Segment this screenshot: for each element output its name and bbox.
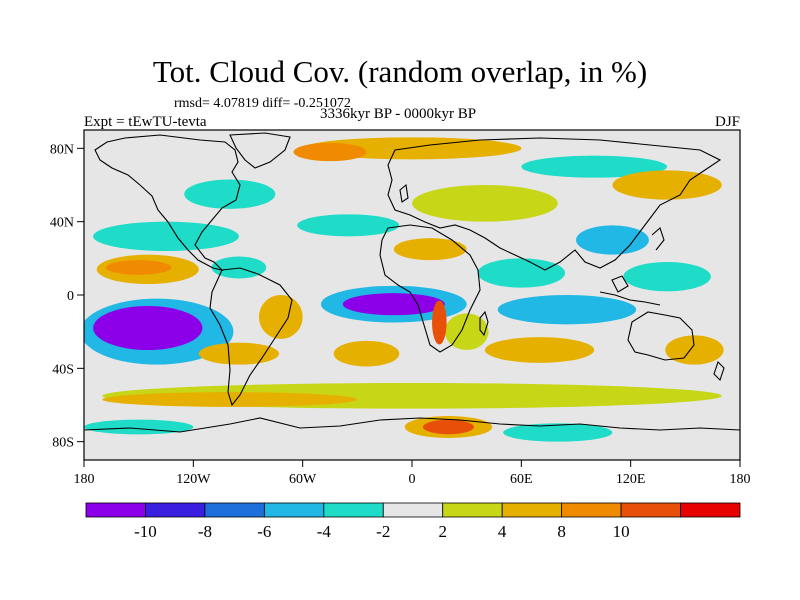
y-tick-label: 80S: [52, 436, 74, 451]
colorbar-swatch: [680, 502, 741, 518]
coast-australia: [627, 311, 695, 361]
anomaly-region-n-indian-cyan: [477, 258, 566, 288]
anomaly-region-siberia-orange: [612, 170, 722, 200]
coast-south-america: [209, 267, 293, 407]
colorbar-swatch: [382, 502, 444, 518]
colorbar: -10 -8 -6 -4 -2 2 4 8 10: [85, 502, 741, 541]
coast-africa: [379, 224, 481, 353]
colorbar-swatch: [561, 502, 622, 518]
coast-japan: [651, 227, 665, 251]
colorbar-label: -2: [376, 522, 390, 541]
anomaly-region-e-pacific-orange: [198, 342, 279, 365]
anomaly-region-s-indian-blue: [497, 295, 637, 325]
colorbar-swatch: [442, 502, 503, 518]
x-tick-label: 60W: [289, 472, 317, 487]
anomaly-region-n-pacific-red: [105, 260, 172, 275]
anomaly-regions: [84, 137, 724, 442]
colorbar-label: -4: [317, 522, 332, 541]
anomaly-region-n-atlantic-cyan: [297, 214, 400, 237]
anomaly-region-trop-atlantic: [342, 293, 445, 316]
x-tick-label: 120E: [616, 472, 646, 487]
y-tick-label: 40N: [50, 216, 74, 231]
anomaly-region-europe-yellow: [412, 185, 558, 222]
anomaly-region-antarctic-cyan-2: [503, 423, 613, 442]
coastlines: [84, 132, 740, 433]
colorbar-swatch: [323, 502, 384, 518]
colorbar-label: 10: [613, 522, 630, 541]
colorbar-swatch: [620, 502, 681, 518]
anomaly-region-arctic-red: [293, 142, 367, 162]
anomaly-region-w-pacific-cyan: [623, 262, 711, 292]
colorbar-swatch: [145, 502, 206, 518]
colorbar-swatch: [501, 502, 563, 518]
anomaly-region-s-africa-red: [432, 300, 447, 345]
anomaly-region-australia-orange: [665, 335, 724, 365]
anomaly-region-arctic-cyan: [521, 155, 668, 178]
x-tick-label: 180: [74, 472, 95, 487]
anomaly-region-sahara-orange: [393, 238, 467, 261]
colorbar-label: -10: [134, 522, 157, 541]
anomaly-region-africa-yellow: [444, 313, 489, 350]
anomaly-region-china-blue: [576, 225, 649, 255]
map-title: Tot. Cloud Cov. (random overlap, in %): [152, 54, 648, 89]
x-tick-label: 60E: [510, 472, 533, 487]
colorbar-label: 4: [498, 522, 507, 541]
y-tick-label: 80N: [50, 142, 74, 157]
anomaly-region-e-pacific-cyan: [211, 256, 267, 279]
coast-antarctica: [84, 417, 740, 433]
colorbar-label: 8: [557, 522, 566, 541]
plot-area: [84, 130, 740, 460]
x-tick-label: 180: [730, 472, 751, 487]
colorbar-swatch: [263, 502, 325, 518]
anomaly-region-s-pacific: [93, 306, 203, 350]
x-tick-label: 0: [409, 472, 416, 487]
colorbar-label: 2: [438, 522, 447, 541]
coast-new-zealand: [713, 360, 725, 382]
colorbar-label: -6: [257, 522, 271, 541]
colorbar-swatch: [204, 502, 265, 518]
anomaly-region-amazon-orange: [258, 295, 303, 339]
anomaly-region-n-pacific-cyan: [93, 221, 239, 251]
anomaly-region-s-indian-orange: [484, 337, 595, 363]
period-label: 3336kyr BP - 0000kyr BP: [320, 106, 477, 122]
statistics-label: rmsd= 4.07819 diff= -0.251072: [174, 96, 351, 111]
season-label: DJF: [714, 114, 740, 130]
experiment-label: Expt = tEwTU-tevta: [84, 114, 207, 130]
coast-madagascar: [479, 310, 489, 337]
anomaly-region-antarctic-red: [422, 419, 474, 435]
longitude-axis: 180 120W 60W 0 60E 120E 180: [74, 460, 751, 487]
latitude-axis: 80N 40N 0 40S 80S: [50, 142, 84, 451]
anomaly-region-s-atlantic-orange: [333, 340, 400, 367]
colorbar-label: -8: [198, 522, 212, 541]
coast-greenland: [229, 132, 291, 169]
x-tick-label: 120W: [176, 472, 211, 487]
coast-north-america: [94, 134, 241, 271]
coast-borneo: [611, 275, 629, 293]
anomaly-region-n-america-cyan: [184, 179, 276, 209]
coast-uk: [399, 183, 409, 203]
colorbar-swatch: [85, 502, 146, 518]
y-tick-label: 40S: [52, 362, 74, 377]
y-tick-label: 0: [67, 289, 74, 304]
coast-indonesia: [599, 291, 661, 306]
coast-eurasia: [387, 137, 722, 271]
